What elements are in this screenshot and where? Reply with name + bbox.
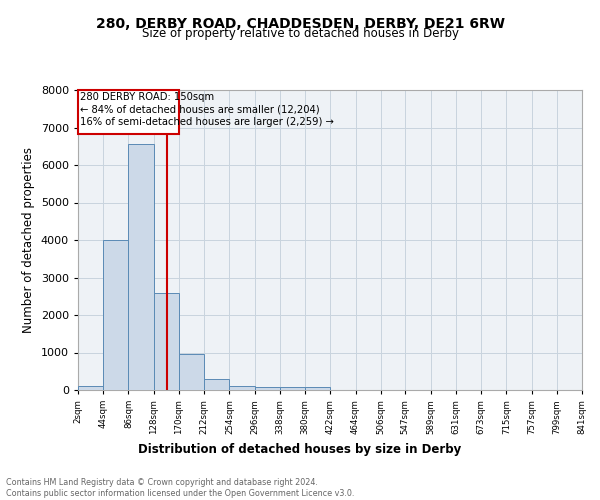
Bar — [229, 386, 254, 390]
Text: Distribution of detached houses by size in Derby: Distribution of detached houses by size … — [139, 442, 461, 456]
Bar — [128, 144, 154, 390]
Bar — [204, 379, 229, 390]
Text: 16% of semi-detached houses are larger (2,259) →: 16% of semi-detached houses are larger (… — [80, 118, 334, 128]
Text: Size of property relative to detached houses in Derby: Size of property relative to detached ho… — [142, 28, 458, 40]
Text: 280 DERBY ROAD: 150sqm: 280 DERBY ROAD: 150sqm — [80, 92, 214, 102]
Bar — [78, 90, 179, 134]
Bar — [305, 387, 331, 390]
Bar — [103, 240, 128, 390]
Bar — [179, 354, 204, 390]
Bar — [154, 292, 179, 390]
Text: Contains HM Land Registry data © Crown copyright and database right 2024.
Contai: Contains HM Land Registry data © Crown c… — [6, 478, 355, 498]
Text: 280, DERBY ROAD, CHADDESDEN, DERBY, DE21 6RW: 280, DERBY ROAD, CHADDESDEN, DERBY, DE21… — [95, 18, 505, 32]
Text: ← 84% of detached houses are smaller (12,204): ← 84% of detached houses are smaller (12… — [80, 104, 319, 115]
Bar — [280, 388, 305, 390]
Bar — [78, 386, 103, 390]
Y-axis label: Number of detached properties: Number of detached properties — [22, 147, 35, 333]
Bar — [254, 387, 280, 390]
